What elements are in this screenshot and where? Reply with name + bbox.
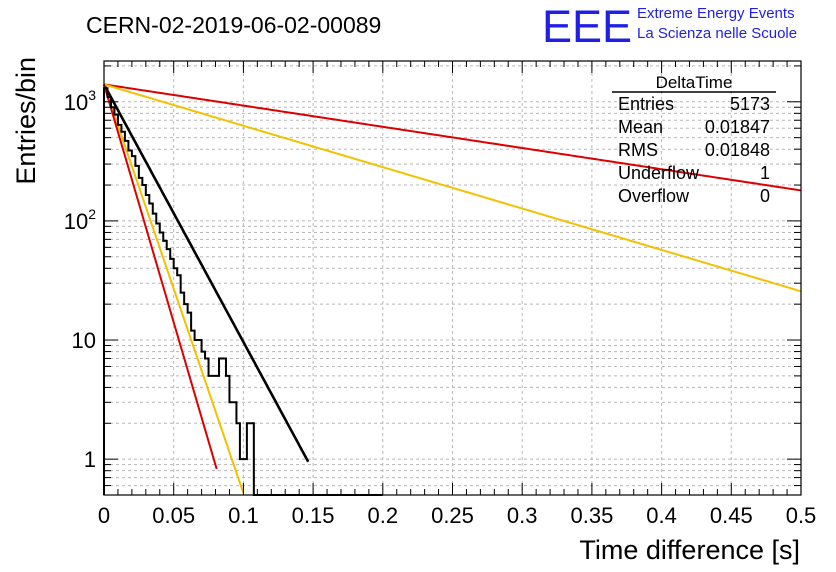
chart-title: CERN-02-2019-06-02-00089 bbox=[86, 12, 381, 38]
eee-logo-line2: La Scienza nelle Scuole bbox=[637, 25, 797, 42]
y-tick-label: 102 bbox=[64, 206, 96, 234]
fit-curve-lower-red bbox=[103, 84, 218, 470]
stats-value: 1 bbox=[760, 163, 770, 183]
stats-rows: Entries 5173 Mean 0.01847 RMS 0.01848Underflo… bbox=[618, 94, 770, 206]
stats-title: DeltaTime bbox=[656, 73, 733, 92]
x-tick-label: 0.4 bbox=[646, 503, 677, 528]
x-tick-label: 0.1 bbox=[228, 503, 259, 528]
stats-value: 0 bbox=[760, 186, 770, 206]
x-tick-label: 0.05 bbox=[152, 503, 195, 528]
fit-curves bbox=[102, 83, 802, 493]
eee-logo-text: EEE bbox=[542, 1, 632, 52]
stats-label: Overflow bbox=[618, 186, 690, 206]
eee-logo-line1: Extreme Energy Events bbox=[637, 5, 795, 22]
x-tick-labels: 0 0.05 0.1 0.15 0.2 0.25 0.3 0.35 0.4 0.45 0.5 bbox=[98, 503, 816, 528]
eee-logo: EEE Extreme Energy Events La Scienza nel… bbox=[542, 1, 797, 52]
x-tick-label: 0.25 bbox=[431, 503, 474, 528]
y-tick-label: 103 bbox=[64, 87, 96, 115]
fit-curve-upper-red bbox=[103, 83, 802, 192]
fit-curve-lower-yellow bbox=[103, 84, 245, 493]
y-tick-labels: 1 10 102 103 bbox=[64, 87, 96, 472]
x-tick-label: 0.15 bbox=[292, 503, 335, 528]
stats-value: 5173 bbox=[730, 94, 770, 114]
stats-label: Underflow bbox=[618, 163, 700, 183]
axis-ticks bbox=[103, 61, 802, 496]
x-tick-label: 0.35 bbox=[570, 503, 613, 528]
stats-value: 0.01848 bbox=[705, 140, 770, 160]
y-tick-label: 1 bbox=[84, 447, 96, 472]
stats-box: DeltaTime Entries 5173 Mean 0.01847 RMS 0.018… bbox=[612, 73, 776, 206]
stats-value: 0.01847 bbox=[705, 117, 770, 137]
y-axis-title: Entries/bin bbox=[11, 57, 41, 185]
x-tick-label: 0 bbox=[98, 503, 110, 528]
x-tick-label: 0.3 bbox=[507, 503, 538, 528]
fit-curve-fit-black bbox=[102, 83, 310, 463]
fit-curve-upper-yellow bbox=[103, 83, 802, 293]
x-axis-title: Time difference [s] bbox=[579, 535, 800, 565]
stats-label: RMS bbox=[618, 140, 658, 160]
stats-label: Mean bbox=[618, 117, 663, 137]
stats-label: Entries bbox=[618, 94, 674, 114]
y-tick-label: 10 bbox=[72, 328, 96, 353]
x-tick-label: 0.2 bbox=[368, 503, 399, 528]
x-tick-label: 0.5 bbox=[786, 503, 817, 528]
grid bbox=[104, 61, 801, 496]
x-tick-label: 0.45 bbox=[710, 503, 753, 528]
